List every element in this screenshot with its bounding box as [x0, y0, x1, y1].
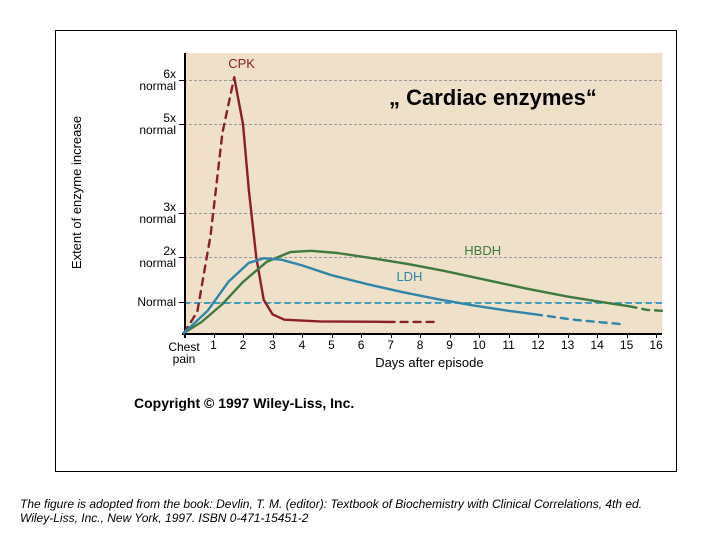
x-tick-label: 7 [381, 339, 401, 351]
y-axis-label: Extent of enzyme increase [69, 116, 84, 269]
normal-level-line [184, 302, 662, 304]
x-tick-label: 11 [499, 339, 519, 351]
y-tick-label: 2xnormal [126, 245, 176, 269]
y-tick-label: Normal [126, 296, 176, 308]
x-axis [182, 333, 662, 335]
y-gridline [184, 124, 662, 125]
x-tick-label: 4 [292, 339, 312, 351]
series-label-CPK: CPK [228, 56, 255, 71]
y-tick-label: 5xnormal [126, 112, 176, 136]
copyright-text: Copyright © 1997 Wiley-Liss, Inc. [134, 395, 354, 411]
y-tick-label: 6xnormal [126, 68, 176, 92]
x-tick-label: 8 [410, 339, 430, 351]
x-tick-label: 6 [351, 339, 371, 351]
x-tick-label: 14 [587, 339, 607, 351]
chart-figure: Normal 2xnormal 3xnormal 5xnormal 6xnormal CP… [55, 30, 677, 472]
chest-pain-label: Chestpain [164, 341, 204, 365]
x-tick-label: 5 [322, 339, 342, 351]
y-gridline [184, 213, 662, 214]
x-tick-label: 15 [617, 339, 637, 351]
x-tick-label: 3 [263, 339, 283, 351]
y-tick-label: 3xnormal [126, 201, 176, 225]
x-axis-label: Days after episode [375, 355, 483, 370]
x-tick-label: 1 [204, 339, 224, 351]
y-gridline [184, 257, 662, 258]
x-tick-label: 16 [646, 339, 666, 351]
x-tick-label: 2 [233, 339, 253, 351]
series-label-HBDH: HBDH [464, 243, 501, 258]
slide-root: { "chart": { "type": "line", "title": "„… [0, 0, 720, 540]
chart-title: „ Cardiac enzymes“ [389, 85, 597, 111]
x-tick-label: 10 [469, 339, 489, 351]
y-gridline [184, 80, 662, 81]
x-tick-label: 9 [440, 339, 460, 351]
x-tick-label: 13 [558, 339, 578, 351]
figure-citation: The figure is adopted from the book: Dev… [20, 497, 700, 525]
y-axis [184, 53, 186, 338]
series-label-LDH: LDH [396, 269, 422, 284]
x-tick-label: 12 [528, 339, 548, 351]
